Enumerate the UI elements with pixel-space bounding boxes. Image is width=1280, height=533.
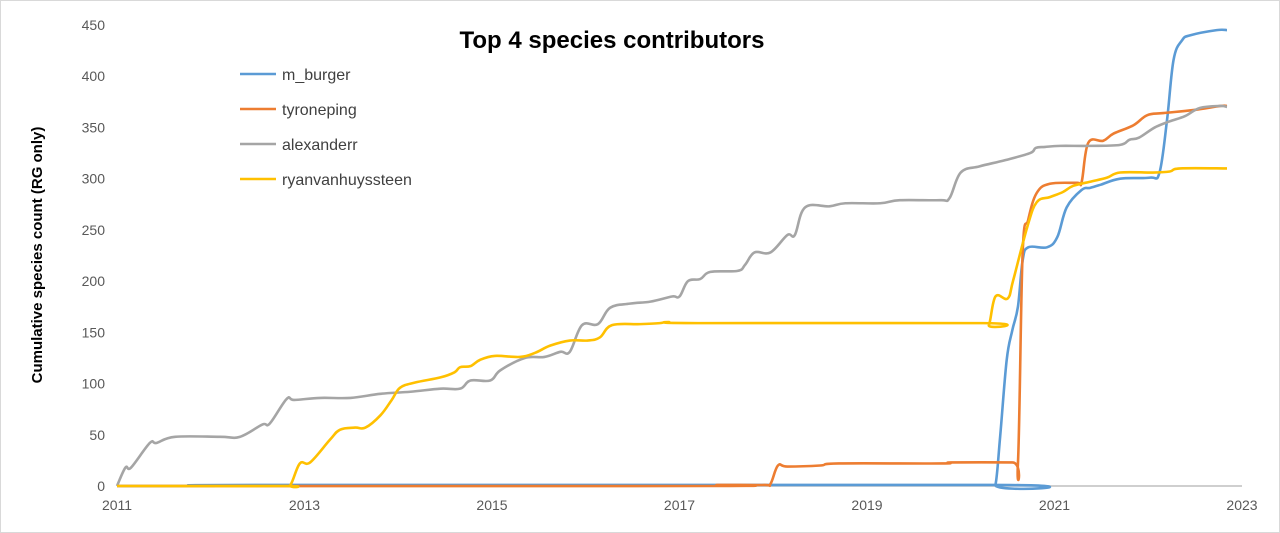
y-tick-label: 400 bbox=[82, 68, 106, 84]
x-tick-label: 2015 bbox=[476, 497, 507, 513]
x-tick-label: 2023 bbox=[1226, 497, 1257, 513]
y-tick-label: 0 bbox=[97, 478, 105, 494]
series-line-ryanvanhuyssteen bbox=[116, 166, 1228, 489]
y-axis-label: Cumulative species count (RG only) bbox=[29, 127, 46, 384]
series-line-alexanderr bbox=[115, 104, 1228, 487]
x-tick-label: 2021 bbox=[1039, 497, 1070, 513]
y-tick-label: 250 bbox=[82, 222, 106, 238]
y-tick-label: 300 bbox=[82, 171, 106, 187]
y-tick-label: 150 bbox=[82, 324, 106, 340]
series-line-tyroneping bbox=[116, 104, 1228, 488]
y-tick-label: 450 bbox=[82, 17, 106, 33]
x-tick-label: 2019 bbox=[851, 497, 882, 513]
series-line-m_burger bbox=[116, 28, 1228, 491]
x-tick-label: 2017 bbox=[664, 497, 695, 513]
legend-label-tyroneping: tyroneping bbox=[282, 102, 357, 119]
y-tick-label: 50 bbox=[89, 427, 105, 443]
legend-label-m_burger: m_burger bbox=[282, 67, 351, 84]
x-tick-label: 2011 bbox=[102, 497, 132, 513]
x-tick-label: 2013 bbox=[289, 497, 320, 513]
y-tick-label: 200 bbox=[82, 273, 106, 289]
legend-label-ryanvanhuyssteen: ryanvanhuyssteen bbox=[282, 172, 412, 189]
y-tick-label: 100 bbox=[82, 376, 106, 392]
y-tick-label: 350 bbox=[82, 119, 106, 135]
chart-title: Top 4 species contributors bbox=[460, 27, 765, 54]
legend-label-alexanderr: alexanderr bbox=[282, 137, 358, 154]
